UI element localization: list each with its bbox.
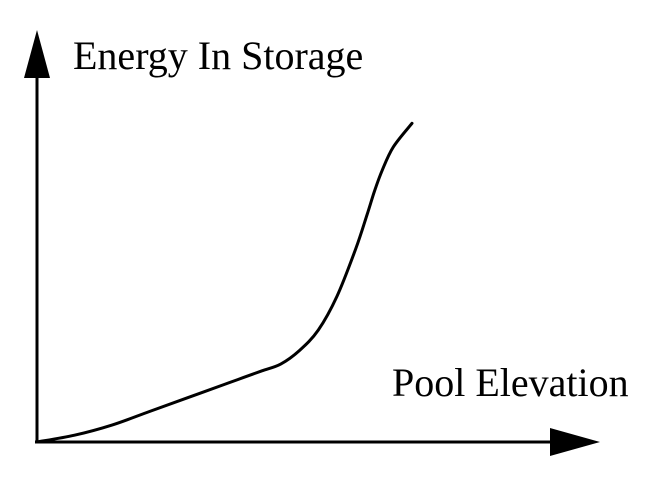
y-axis-arrowhead <box>24 30 50 78</box>
series-layer <box>35 121 414 444</box>
x-axis-arrowhead <box>550 428 600 456</box>
series-line-0 <box>35 121 414 444</box>
x-axis-label: Pool Elevation <box>392 360 629 405</box>
y-axis-label: Energy In Storage <box>73 33 363 78</box>
